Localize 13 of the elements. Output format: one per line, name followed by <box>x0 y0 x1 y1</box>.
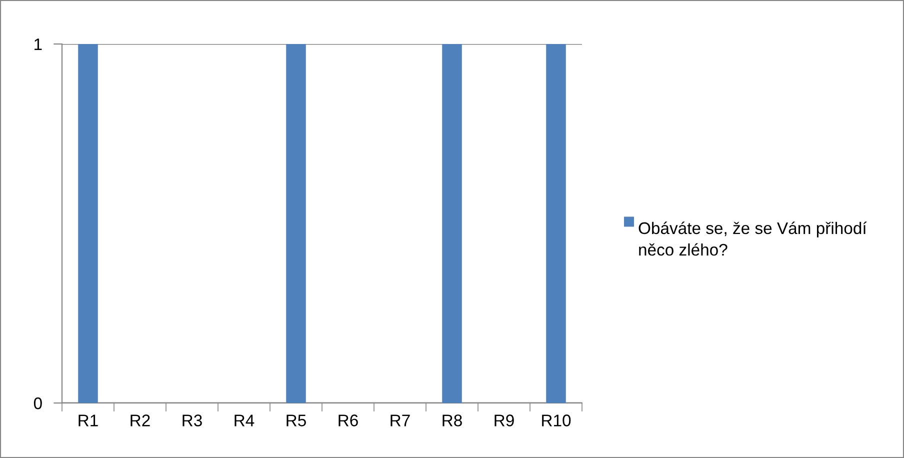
x-tick-label: R4 <box>234 414 254 426</box>
legend-label: Obáváte se, že se Vám přihodí něco zlého? <box>638 222 867 256</box>
x-tick-label: R1 <box>78 414 98 426</box>
y-tick-label: 0 <box>34 397 42 410</box>
x-tick-label: R10 <box>542 414 571 426</box>
x-tick-label: R8 <box>442 414 462 426</box>
x-tick-label: R7 <box>390 414 410 426</box>
y-tick-label: 1 <box>34 38 42 50</box>
x-tick-label: R3 <box>182 414 202 426</box>
x-tick-label: R2 <box>130 414 150 426</box>
x-tick-label: R6 <box>338 414 358 426</box>
x-tick-label: R9 <box>494 414 514 426</box>
x-tick-label: R5 <box>286 414 306 426</box>
